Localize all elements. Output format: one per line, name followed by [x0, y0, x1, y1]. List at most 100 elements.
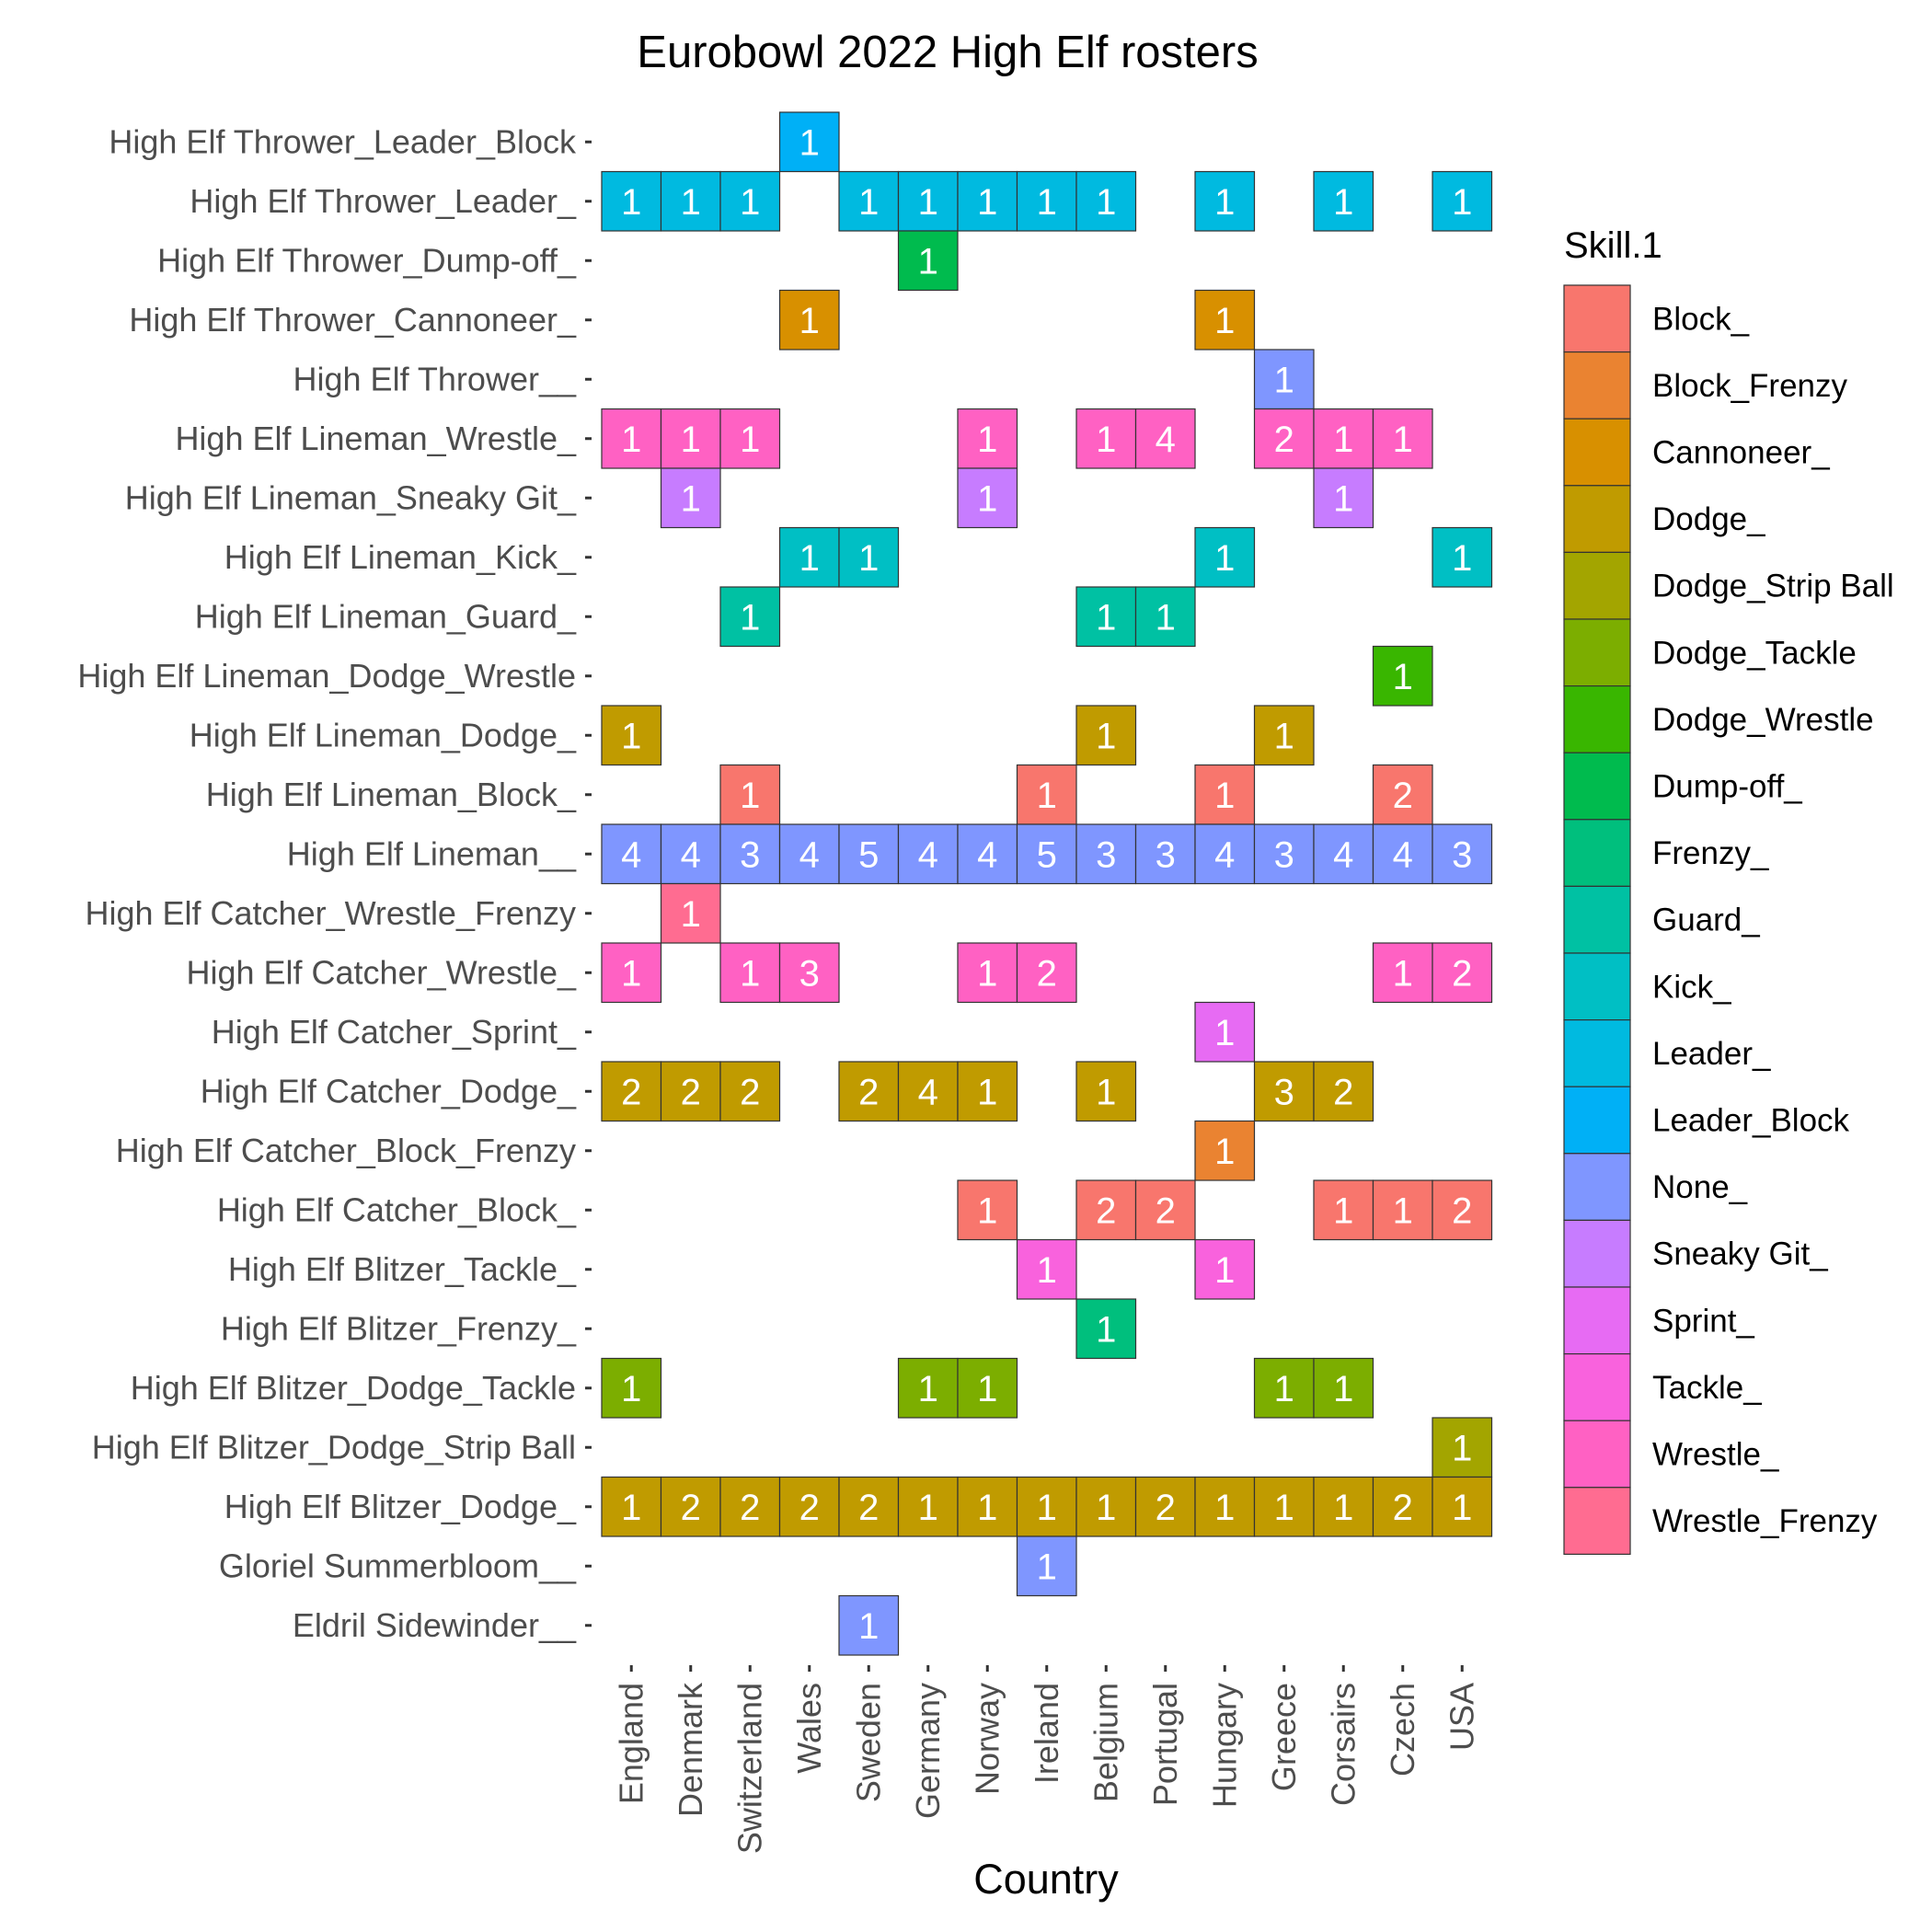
cell-value-label: 1 [740, 182, 760, 223]
y-tick-label: High Elf Blitzer_Dodge_ [224, 1488, 577, 1525]
heatmap-cell [778, 1476, 840, 1537]
x-tick-label: USA [1443, 1683, 1480, 1751]
heatmap-cell [897, 1476, 959, 1537]
y-tick-label: High Elf Catcher_Dodge_ [201, 1072, 577, 1110]
heatmap-cell [778, 942, 840, 1004]
x-tick-label: Belgium [1087, 1683, 1124, 1802]
cell-value-label: 1 [681, 182, 701, 223]
x-tick-label: Portugal [1146, 1683, 1184, 1806]
heatmap-cell [1194, 1238, 1256, 1300]
heatmap-cell [1016, 1238, 1077, 1300]
cell-value-label: 1 [621, 182, 641, 223]
legend-label: Tackle_ [1652, 1370, 1762, 1406]
heatmap-cell [897, 1061, 959, 1122]
cell-value-label: 1 [977, 1072, 997, 1112]
cell-value-label: 2 [1037, 953, 1057, 994]
y-tick-label: High Elf Thrower_Leader_ [190, 182, 577, 220]
heatmap-cell [660, 467, 721, 529]
heatmap-cell [1134, 586, 1196, 648]
cell-value-label: 2 [1452, 1190, 1472, 1231]
x-tick-label: Germany [909, 1683, 947, 1819]
legend: Block_ Block_Frenzy Cannoneer_ Dodge_ Dodge_… [1563, 284, 1894, 1556]
heatmap-cell [719, 942, 781, 1004]
heatmap-cell [1194, 1001, 1256, 1063]
y-tick-label: High Elf Blitzer_Dodge_Strip Ball [92, 1428, 576, 1466]
cell-value-label: 1 [740, 597, 760, 638]
cell-value-label: 1 [681, 478, 701, 519]
cell-value-label: 1 [1037, 776, 1057, 816]
heatmap-cell [957, 1357, 1018, 1419]
cell-value-label: 1 [1452, 182, 1472, 223]
heatmap-cell [719, 408, 781, 469]
legend-swatch [1563, 551, 1631, 620]
cell-value-label: 1 [1333, 1369, 1353, 1409]
cell-value-label: 1 [1274, 716, 1294, 756]
heatmap-cell [1313, 1061, 1374, 1122]
cell-value-label: 4 [918, 834, 938, 875]
heatmap-cell [601, 1357, 662, 1419]
x-axis-label: Country [973, 1856, 1119, 1903]
y-tick-label: High Elf Lineman_Guard_ [195, 597, 577, 635]
cell-value-label: 4 [977, 834, 997, 875]
heatmap-cell [601, 942, 662, 1004]
cell-value-label: 1 [1333, 1488, 1353, 1528]
heatmap-cell [1372, 823, 1433, 885]
y-tick-label: High Elf Lineman_Dodge_ [190, 716, 577, 753]
cell-value-label: 4 [1214, 834, 1235, 875]
legend-swatch [1563, 485, 1631, 553]
legend-swatch [1563, 284, 1631, 353]
legend-swatch [1563, 351, 1631, 420]
heatmap-cells: 11 1 1 1 1 1 1 1 1 1 111 111 1 1 1 1 4 2 1 11 1 11 1 1 11 1 111 1 11… [601, 111, 1493, 1656]
cell-value-label: 2 [1274, 420, 1294, 460]
cell-value-label: 4 [681, 834, 701, 875]
legend-swatch [1563, 1352, 1631, 1421]
x-tick-label: Greece [1265, 1683, 1303, 1791]
heatmap-cell [601, 1476, 662, 1537]
cell-value-label: 4 [799, 834, 820, 875]
cell-value-label: 4 [621, 834, 641, 875]
x-tick-label: Norway [968, 1683, 1006, 1795]
legend-swatch [1563, 885, 1631, 954]
cell-value-label: 1 [1037, 182, 1057, 223]
legend-swatch [1563, 684, 1631, 753]
heatmap-cell [1016, 823, 1077, 885]
heatmap-cell [1134, 1476, 1196, 1537]
cell-value-label: 2 [1452, 953, 1472, 994]
legend-title: Skill.1 [1564, 225, 1662, 266]
legend-label: Dodge_Strip Ball [1652, 569, 1894, 604]
heatmap-cell [1134, 823, 1196, 885]
heatmap-cell [897, 1357, 959, 1419]
cell-value-label: 1 [621, 420, 641, 460]
heatmap-cell [1253, 823, 1315, 885]
legend-label: Guard_ [1652, 903, 1760, 938]
cell-value-label: 1 [1274, 360, 1294, 400]
heatmap-cell [778, 289, 840, 351]
heatmap-cell [1075, 586, 1137, 648]
cell-value-label: 4 [918, 1072, 938, 1112]
legend-swatch [1563, 819, 1631, 887]
heatmap-cell [838, 1594, 900, 1656]
heatmap-cell [1432, 823, 1493, 885]
x-tick-label: Switzerland [730, 1683, 768, 1854]
heatmap-cell [1313, 170, 1374, 232]
heatmap-cell [1194, 526, 1256, 588]
y-tick-label: High Elf Lineman_Sneaky Git_ [125, 478, 577, 516]
legend-swatch [1563, 618, 1631, 687]
heatmap-cell [778, 111, 840, 173]
cell-value-label: 1 [977, 478, 997, 519]
heatmap-cell [838, 1476, 900, 1537]
heatmap-cell [1016, 942, 1077, 1004]
cell-value-label: 1 [1452, 1428, 1472, 1468]
heatmap-cell [1194, 1120, 1256, 1181]
cell-value-label: 1 [1393, 953, 1413, 994]
heatmap-cell [601, 705, 662, 766]
cell-value-label: 1 [1214, 182, 1235, 223]
cell-value-label: 1 [1096, 716, 1116, 756]
cell-value-label: 1 [858, 1606, 879, 1647]
heatmap-cell [1372, 1179, 1433, 1241]
heatmap-cell [957, 467, 1018, 529]
legend-swatch [1563, 752, 1631, 821]
heatmap-cell [1075, 1298, 1137, 1360]
cell-value-label: 1 [977, 1369, 997, 1409]
